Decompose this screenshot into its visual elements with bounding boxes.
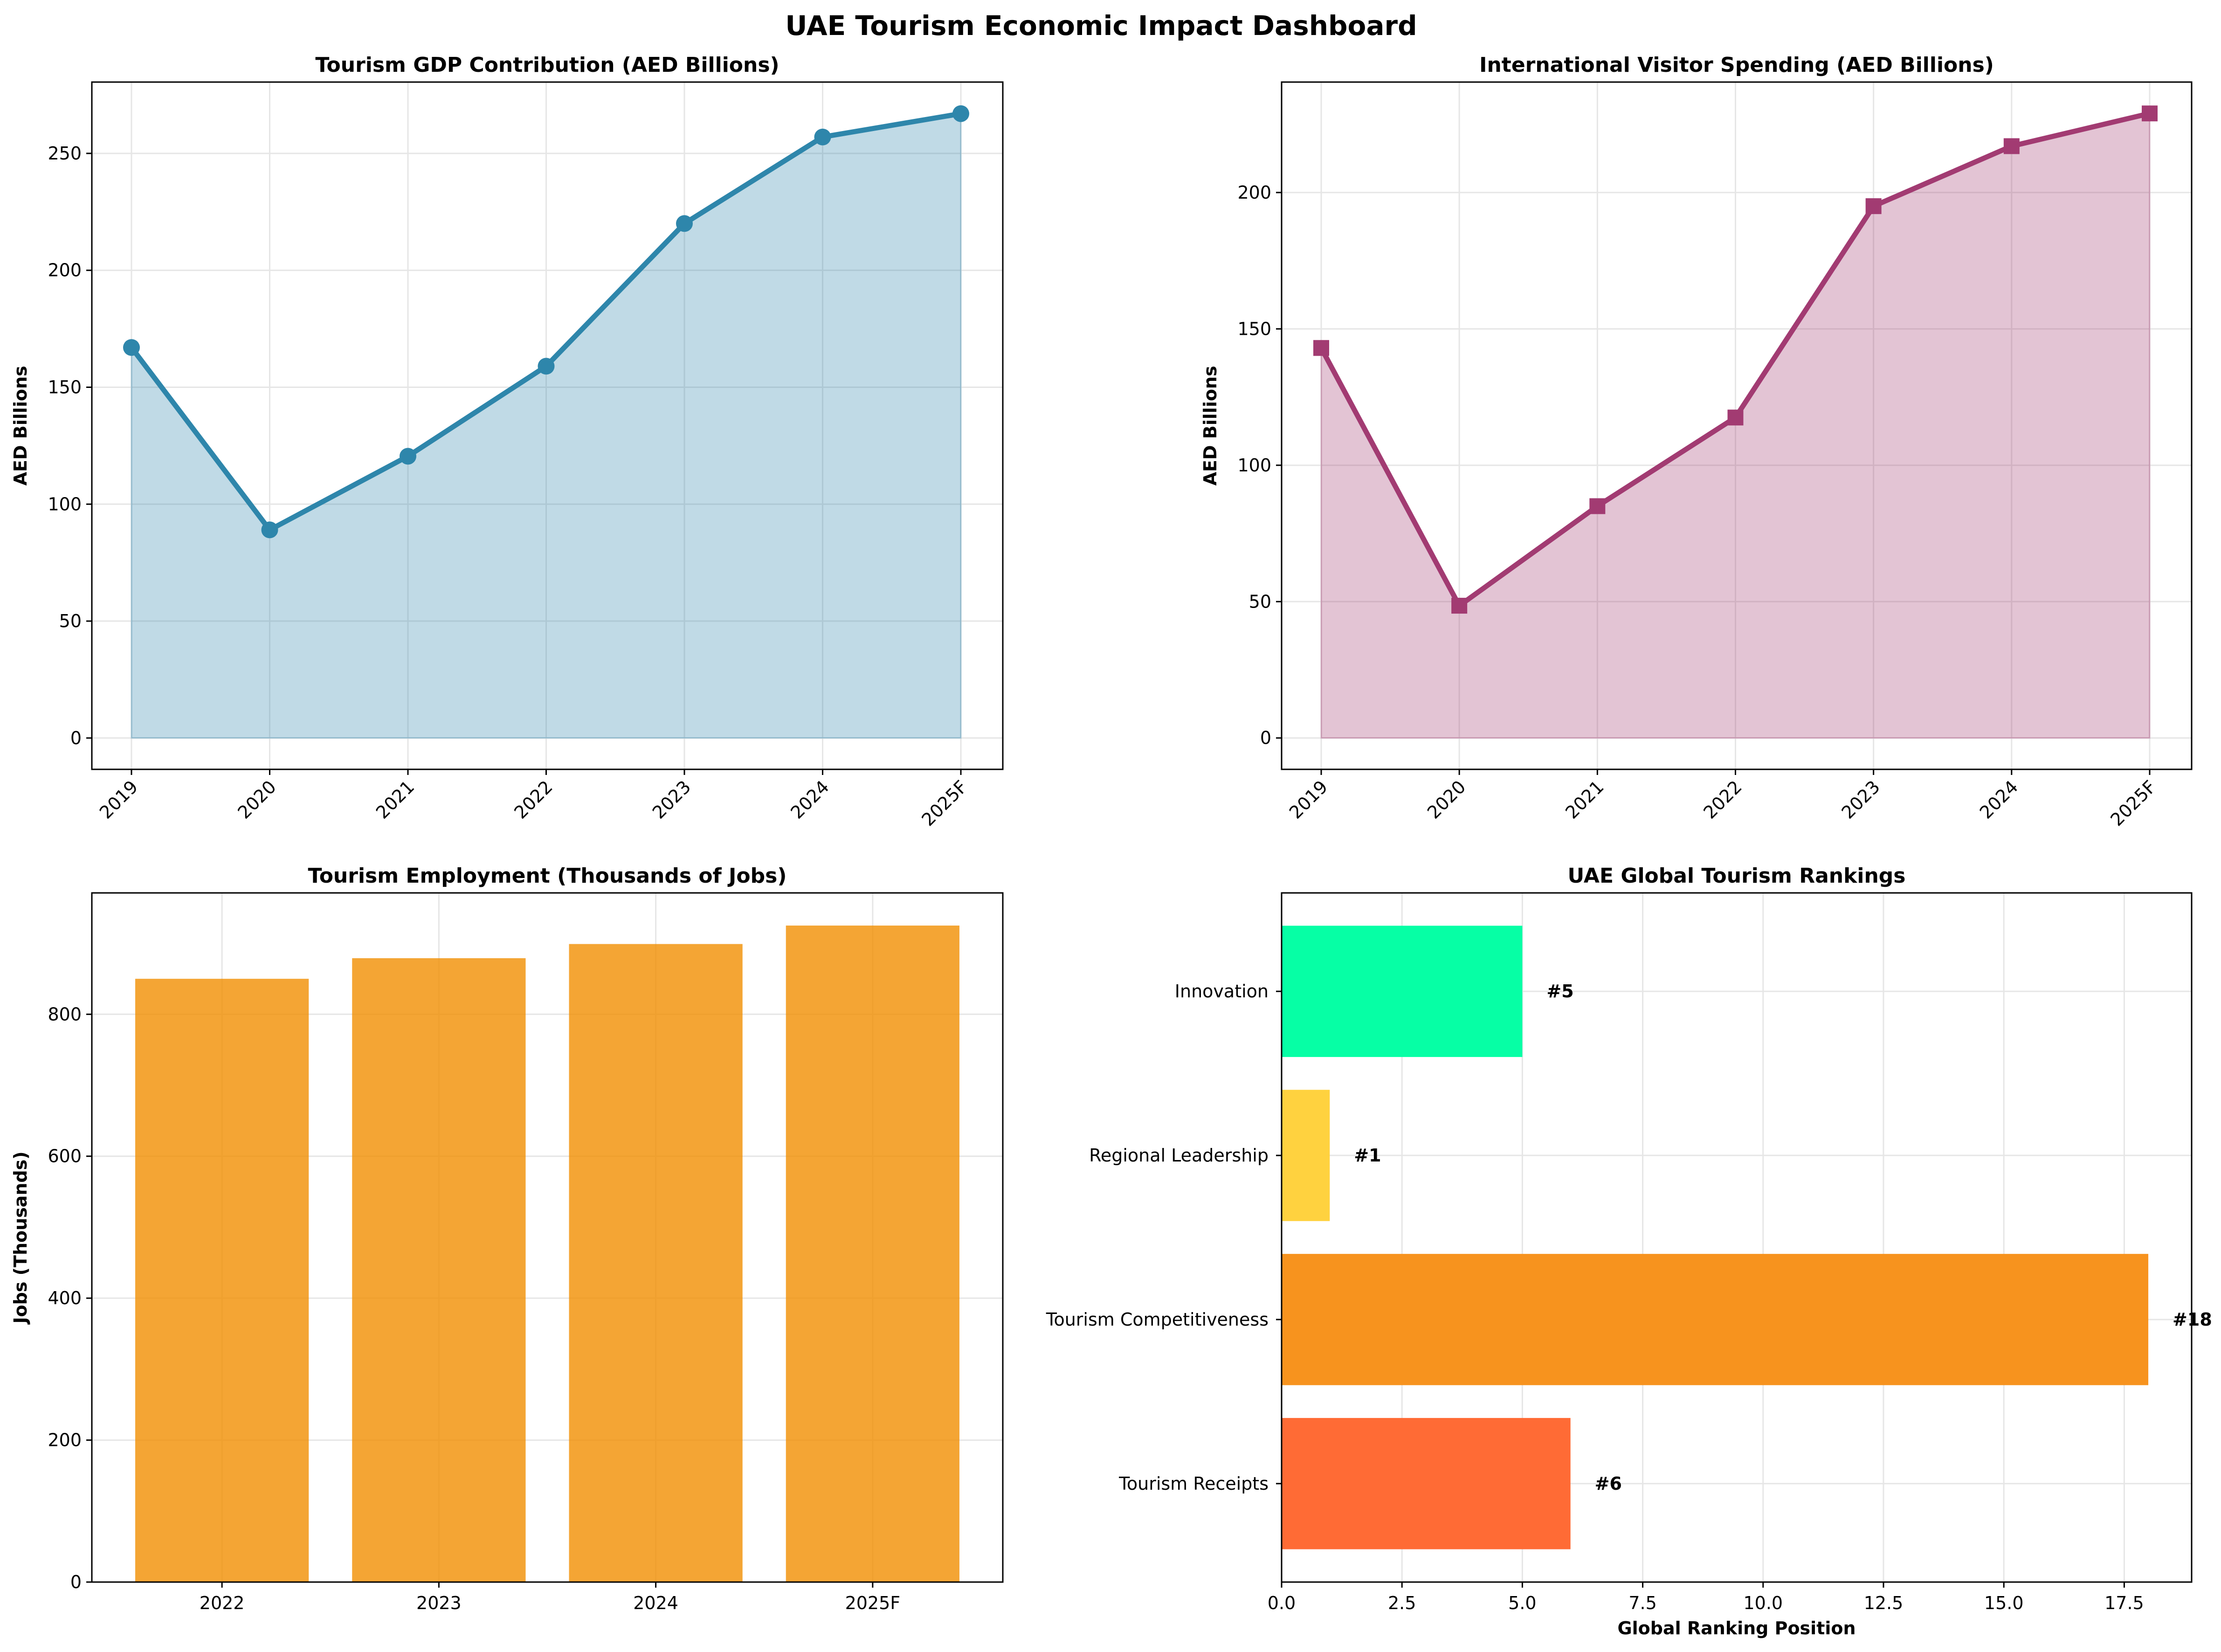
- chart4-ytick-label: Innovation: [1175, 981, 1269, 1002]
- chart3-ytick-label: 0: [70, 1572, 82, 1592]
- chart4-xtick-label: 12.5: [1864, 1593, 1904, 1613]
- chart1-ytick-label: 200: [48, 260, 82, 281]
- chart4-frame: [1281, 892, 2193, 1583]
- chart2-xtick-label: 2023: [1838, 776, 1884, 823]
- chart4-xtick-label: 10.0: [1743, 1593, 1783, 1613]
- chart3-frame: [91, 892, 1004, 1583]
- chart1-xtick-label: 2025F: [917, 776, 971, 830]
- chart1-xtick-label: 2024: [786, 776, 833, 823]
- chart4-data-label: #1: [1354, 1145, 1381, 1166]
- chart2-ytick-label: 200: [1237, 182, 1271, 203]
- chart3-ytick-label: 400: [48, 1288, 82, 1308]
- chart2-ytick-label: 0: [1260, 728, 1271, 748]
- chart4-xtick-label: 15.0: [1984, 1593, 2024, 1613]
- chart4-xtick-label: 0.0: [1268, 1593, 1296, 1613]
- chart4-bar: [1282, 1090, 1330, 1221]
- chart4-xtick-label: 17.5: [2104, 1593, 2144, 1613]
- chart2-point: [1727, 409, 1744, 426]
- chart1-point: [814, 128, 831, 145]
- chart1-ytick-label: 250: [48, 143, 82, 164]
- chart1: 0 50 100 150 200 250 2019 2020 2021 2022 2023 2024 2…: [10, 53, 1004, 830]
- chart1-ytick-label: 0: [70, 728, 82, 748]
- chart4-bar: [1282, 1418, 1571, 1549]
- chart4-ytick-label: Tourism Receipts: [1118, 1473, 1269, 1494]
- chart1-point: [952, 105, 969, 122]
- chart1-xtick-label: 2020: [234, 776, 280, 823]
- chart2-title: International Visitor Spending (AED Bill…: [1479, 53, 1994, 77]
- chart1-point: [123, 339, 140, 356]
- chart4-ytick-label: Tourism Competitiveness: [1046, 1309, 1269, 1330]
- chart3-xtick-label: 2024: [633, 1593, 678, 1613]
- chart1-point: [676, 215, 693, 232]
- chart4-bar: [1282, 1254, 2149, 1385]
- chart4-data-label: #5: [1546, 981, 1573, 1002]
- chart1-ytick-label: 100: [48, 494, 82, 514]
- chart3-ylabel: Jobs (Thousands): [10, 1151, 31, 1325]
- chart3: 0 200 400 600 800 2022 2023 2024 2025F Tourism Em…: [10, 864, 1004, 1613]
- chart3-bar: [352, 958, 526, 1582]
- chart3-ytick-label: 200: [48, 1430, 82, 1451]
- chart2-xtick-label: 2025F: [2106, 776, 2160, 830]
- chart2-ytick-label: 150: [1237, 318, 1271, 339]
- chart2-xtick-label: 2022: [1699, 776, 1746, 823]
- chart2-frame: [1281, 81, 2193, 770]
- chart2-xtick-label: 2019: [1285, 776, 1332, 823]
- chart2-point: [1451, 598, 1468, 614]
- chart4-bar: [1282, 926, 1523, 1057]
- figure-title: UAE Tourism Economic Impact Dashboard: [785, 10, 1417, 41]
- chart3-xtick-label: 2023: [416, 1593, 462, 1613]
- chart2-xtick-label: 2024: [1976, 776, 2022, 823]
- chart4-title: UAE Global Tourism Rankings: [1568, 864, 1906, 888]
- chart1-point: [261, 521, 278, 539]
- chart2: 0 50 100 150 200 2019 2020 2021 2022 2023 2024 2025…: [1200, 53, 2193, 830]
- chart3-title: Tourism Employment (Thousands of Jobs): [308, 864, 787, 888]
- chart2-ytick-label: 50: [1249, 591, 1271, 612]
- chart4-xtick-label: 7.5: [1628, 1593, 1656, 1613]
- chart1-ylabel: AED Billions: [10, 366, 31, 486]
- chart1-ytick-label: 50: [59, 611, 82, 631]
- chart1-point: [538, 358, 555, 375]
- chart3-ytick-label: 800: [48, 1004, 82, 1024]
- chart4-xtick-label: 5.0: [1508, 1593, 1536, 1613]
- chart1-frame: [91, 81, 1004, 770]
- chart2-ylabel: AED Billions: [1200, 366, 1221, 486]
- chart2-xtick-label: 2020: [1423, 776, 1470, 823]
- chart1-ytick-label: 150: [48, 377, 82, 397]
- chart3-bar: [569, 944, 743, 1582]
- chart4-ytick-label: Regional Leadership: [1089, 1145, 1269, 1166]
- chart1-title: Tourism GDP Contribution (AED Billions): [315, 53, 779, 77]
- chart2-point: [1865, 198, 1882, 214]
- chart2-xtick-label: 2021: [1561, 776, 1608, 823]
- chart1-xtick-label: 2019: [96, 776, 142, 823]
- chart1-xtick-label: 2022: [510, 776, 557, 823]
- chart2-point: [2142, 105, 2158, 122]
- chart2-ytick-label: 100: [1237, 455, 1271, 476]
- chart4-xlabel: Global Ranking Position: [1617, 1618, 1855, 1638]
- chart4-xtick-label: 2.5: [1388, 1593, 1416, 1613]
- chart3-xtick-label: 2022: [200, 1593, 245, 1613]
- chart4-data-label: #6: [1595, 1473, 1622, 1494]
- chart1-xtick-label: 2021: [372, 776, 419, 823]
- chart3-ytick-label: 600: [48, 1146, 82, 1167]
- chart3-xtick-label: 2025F: [845, 1593, 901, 1613]
- chart1-xtick-label: 2023: [648, 776, 695, 823]
- chart2-point: [1589, 498, 1606, 514]
- chart1-point: [400, 448, 416, 465]
- chart3-bar: [786, 926, 959, 1582]
- chart3-bar: [135, 979, 309, 1582]
- chart2-point: [1313, 340, 1329, 356]
- chart2-point: [2003, 138, 2020, 154]
